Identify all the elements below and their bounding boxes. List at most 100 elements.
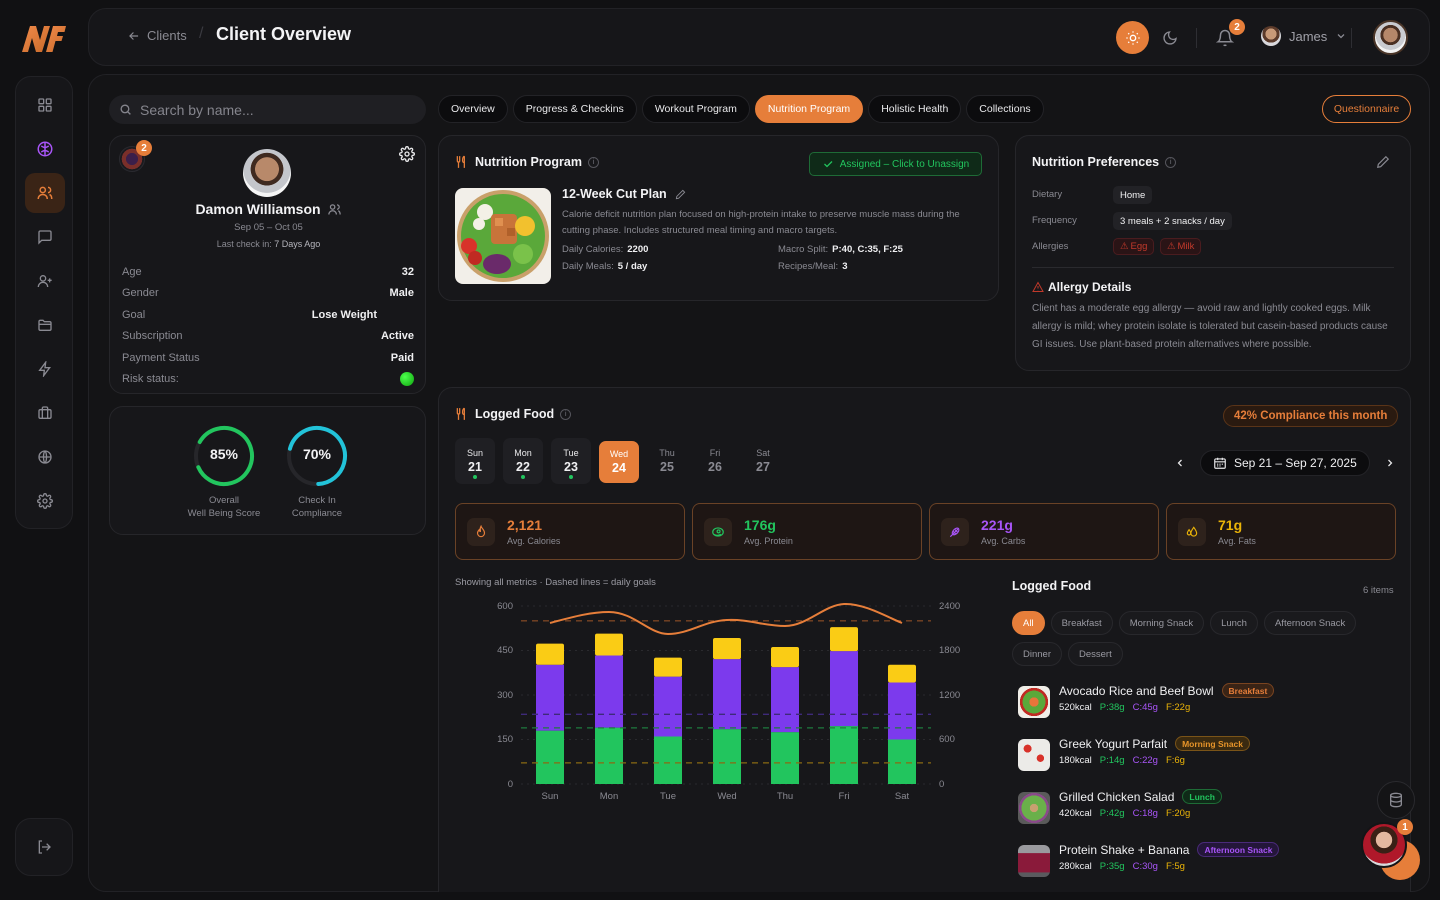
sidebar-item-clients[interactable] [25, 173, 65, 213]
week-range-picker[interactable]: Sep 21 – Sep 27, 2025 [1200, 450, 1370, 476]
prev-week-button[interactable] [1172, 455, 1188, 471]
stat-label: Avg. Protein [744, 536, 793, 546]
page-title: Client Overview [216, 24, 352, 44]
search-input[interactable] [140, 101, 410, 118]
stat-value: 176g [744, 517, 776, 533]
detail-label: Payment Status [122, 351, 200, 364]
profile-settings-button[interactable] [399, 146, 415, 162]
food-protein: P:14g [1099, 755, 1125, 766]
food-carbs: C:30g [1132, 861, 1158, 872]
filter-afternoon-snack[interactable]: Afternoon Snack [1263, 611, 1357, 635]
pencil-icon [1377, 155, 1390, 168]
day-sun[interactable]: Sun 21 [455, 438, 495, 484]
plan-description: Calorie deficit nutrition plan focused o… [562, 209, 960, 236]
sidebar-item-automations[interactable] [25, 349, 65, 389]
user-menu[interactable]: James [1261, 26, 1347, 46]
filter-morning-snack[interactable]: Morning Snack [1118, 611, 1205, 635]
food-item[interactable]: Grilled Chicken Salad Lunch 420kcal P:42g C… [1018, 789, 1222, 824]
sidebar-item-add-user[interactable] [25, 261, 65, 301]
day-name: Mon [514, 448, 532, 458]
sidebar-item-dashboard[interactable] [25, 85, 65, 125]
nutrition-preferences-header: Nutrition Preferences i [1032, 155, 1177, 169]
notification-badge: 2 [1229, 19, 1245, 35]
activity-ring-badge[interactable]: 2 [119, 140, 152, 172]
tab-overview[interactable]: Overview [438, 95, 508, 123]
tab-nutrition-program[interactable]: Nutrition Program [754, 95, 864, 123]
filter-dessert[interactable]: Dessert [1068, 642, 1123, 666]
logout-button[interactable] [15, 818, 73, 876]
support-chat-avatar[interactable]: 1 [1361, 819, 1413, 868]
tab-collections[interactable]: Collections [966, 95, 1044, 123]
stat-value: 71g [1218, 517, 1243, 533]
grid-icon [38, 98, 52, 112]
sidebar-item-web[interactable] [25, 437, 65, 477]
edit-preferences-button[interactable] [1376, 155, 1390, 169]
food-kcal: 280kcal [1059, 861, 1092, 872]
notifications-button[interactable]: 2 [1213, 19, 1245, 50]
food-thumbnail [1018, 739, 1050, 771]
macro-split: Macro Split: P:40, C:35, F:25 [778, 244, 903, 255]
compliance-label-line2: Compliance [291, 508, 343, 519]
logged-food-title: Logged Food [475, 407, 555, 421]
allergy-name: Milk [1177, 241, 1195, 252]
day-fri[interactable]: Fri 26 [695, 438, 735, 484]
pencil-icon[interactable] [675, 189, 686, 200]
food-item[interactable]: Greek Yogurt Parfait Morning Snack 180kca… [1018, 736, 1251, 771]
globe-icon [38, 450, 52, 464]
filter-lunch[interactable]: Lunch [1210, 611, 1258, 635]
day-tue[interactable]: Tue 23 [551, 438, 591, 484]
questionnaire-button[interactable]: Questionnaire [1322, 95, 1411, 123]
sidebar-item-business[interactable] [25, 393, 65, 433]
detail-goal: Goal Lose Weight [122, 304, 414, 326]
plan-title-row: 12-Week Cut Plan [562, 187, 686, 201]
plan-name: 12-Week Cut Plan [562, 187, 667, 201]
users-icon[interactable] [327, 202, 342, 217]
day-mon[interactable]: Mon 22 [503, 438, 543, 484]
info-icon[interactable]: i [587, 156, 599, 168]
recipes-value: 3 [842, 261, 848, 272]
dark-mode-button[interactable] [1157, 25, 1183, 51]
svg-text:600: 600 [939, 734, 955, 745]
sidebar-item-brain[interactable] [25, 129, 65, 169]
database-button[interactable] [1377, 781, 1415, 819]
profile-avatar[interactable] [1373, 20, 1408, 55]
dietary-value: Home [1113, 186, 1153, 204]
tab-workout-program[interactable]: Workout Program [641, 95, 750, 123]
day-date: 24 [612, 461, 626, 475]
info-icon[interactable]: i [560, 408, 572, 420]
detail-subscription: Subscription Active [122, 326, 414, 348]
next-week-button[interactable] [1382, 455, 1398, 471]
food-item[interactable]: Avocado Rice and Beef Bowl Breakfast 520k… [1018, 683, 1275, 718]
app-logo[interactable] [20, 20, 68, 56]
filter-breakfast[interactable]: Breakfast [1050, 611, 1113, 635]
unassign-button[interactable]: Assigned – Click to Unassign [809, 152, 982, 176]
day-wed[interactable]: Wed 24 [599, 441, 639, 483]
sidebar-nav [15, 76, 73, 529]
filter-all[interactable]: All [1012, 611, 1045, 635]
back-to-clients-link[interactable]: Clients [127, 28, 187, 43]
y-axis-right: 2400 1800 1200 600 0 [939, 601, 960, 790]
food-name: Grilled Chicken Salad [1059, 789, 1175, 804]
tab-progress-checkins[interactable]: Progress & Checkins [512, 95, 637, 123]
daily-meals: Daily Meals: 5 / day [562, 261, 647, 272]
detail-label: Age [122, 265, 142, 278]
sidebar-item-settings[interactable] [25, 481, 65, 521]
tab-holistic-health[interactable]: Holistic Health [868, 95, 962, 123]
day-thu[interactable]: Thu 25 [647, 438, 687, 484]
macro-split-value: P:40, C:35, F:25 [832, 244, 903, 255]
day-sat[interactable]: Sat 27 [743, 438, 783, 484]
folder-icon [38, 319, 52, 331]
filter-dinner[interactable]: Dinner [1012, 642, 1062, 666]
detail-label: Gender [122, 287, 159, 300]
food-item[interactable]: Protein Shake + Banana Afternoon Snack 28… [1018, 842, 1280, 877]
sidebar-item-files[interactable] [25, 305, 65, 345]
sidebar-item-messages[interactable] [25, 217, 65, 257]
client-search[interactable] [109, 95, 426, 124]
svg-text:Sun: Sun [542, 791, 559, 802]
detail-label: Subscription [122, 330, 183, 343]
meal-filters: All Breakfast Morning Snack Lunch Aftern… [1012, 611, 1392, 666]
food-list-count: 6 items [1363, 585, 1394, 596]
light-mode-button[interactable] [1116, 21, 1149, 54]
info-icon[interactable]: i [1165, 156, 1177, 168]
nutrition-program-title: Nutrition Program [475, 155, 582, 169]
